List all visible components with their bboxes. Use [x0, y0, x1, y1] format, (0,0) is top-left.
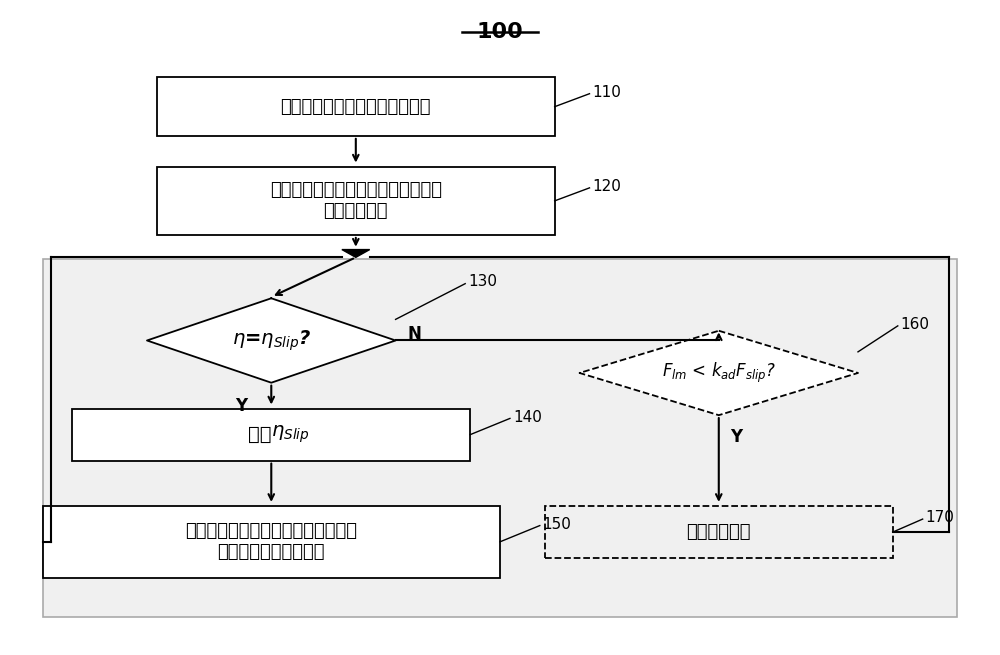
Text: N: N: [408, 325, 421, 343]
FancyBboxPatch shape: [43, 506, 500, 578]
Text: 100: 100: [477, 22, 523, 43]
Text: Y: Y: [235, 397, 248, 415]
Text: 检测刹车力矩和飞机机轮的转速: 检测刹车力矩和飞机机轮的转速: [281, 98, 431, 116]
Text: 更新: 更新: [248, 425, 271, 444]
Text: $\eta_{Slip}$: $\eta_{Slip}$: [271, 424, 310, 445]
FancyBboxPatch shape: [545, 506, 893, 558]
Polygon shape: [580, 331, 858, 415]
Text: 增大刹车力矩: 增大刹车力矩: [687, 523, 751, 541]
Text: 160: 160: [901, 317, 930, 332]
Text: 减小刹车力矩以使实际滑移因子小于
更新后的滑移因子阈值: 减小刹车力矩以使实际滑移因子小于 更新后的滑移因子阈值: [185, 523, 357, 561]
Text: $F_{lm}$ < $k_{ad}F_{slip}$?: $F_{lm}$ < $k_{ad}F_{slip}$?: [662, 361, 776, 385]
FancyBboxPatch shape: [157, 77, 555, 136]
Text: Y: Y: [731, 428, 743, 446]
FancyBboxPatch shape: [72, 409, 470, 460]
Text: 130: 130: [468, 274, 497, 290]
Text: 170: 170: [926, 510, 954, 525]
Text: 140: 140: [513, 409, 542, 424]
Text: 110: 110: [592, 85, 621, 100]
Polygon shape: [342, 250, 370, 257]
Polygon shape: [147, 298, 396, 383]
Text: 150: 150: [543, 517, 572, 532]
Text: 120: 120: [592, 179, 621, 194]
FancyBboxPatch shape: [43, 259, 957, 616]
Text: $\eta$=$\eta_{Slip}$?: $\eta$=$\eta_{Slip}$?: [232, 328, 311, 353]
FancyBboxPatch shape: [157, 167, 555, 235]
Text: 基于刹车力矩和飞机机轮的转速确定
实际滑移因子: 基于刹车力矩和飞机机轮的转速确定 实际滑移因子: [270, 181, 442, 220]
